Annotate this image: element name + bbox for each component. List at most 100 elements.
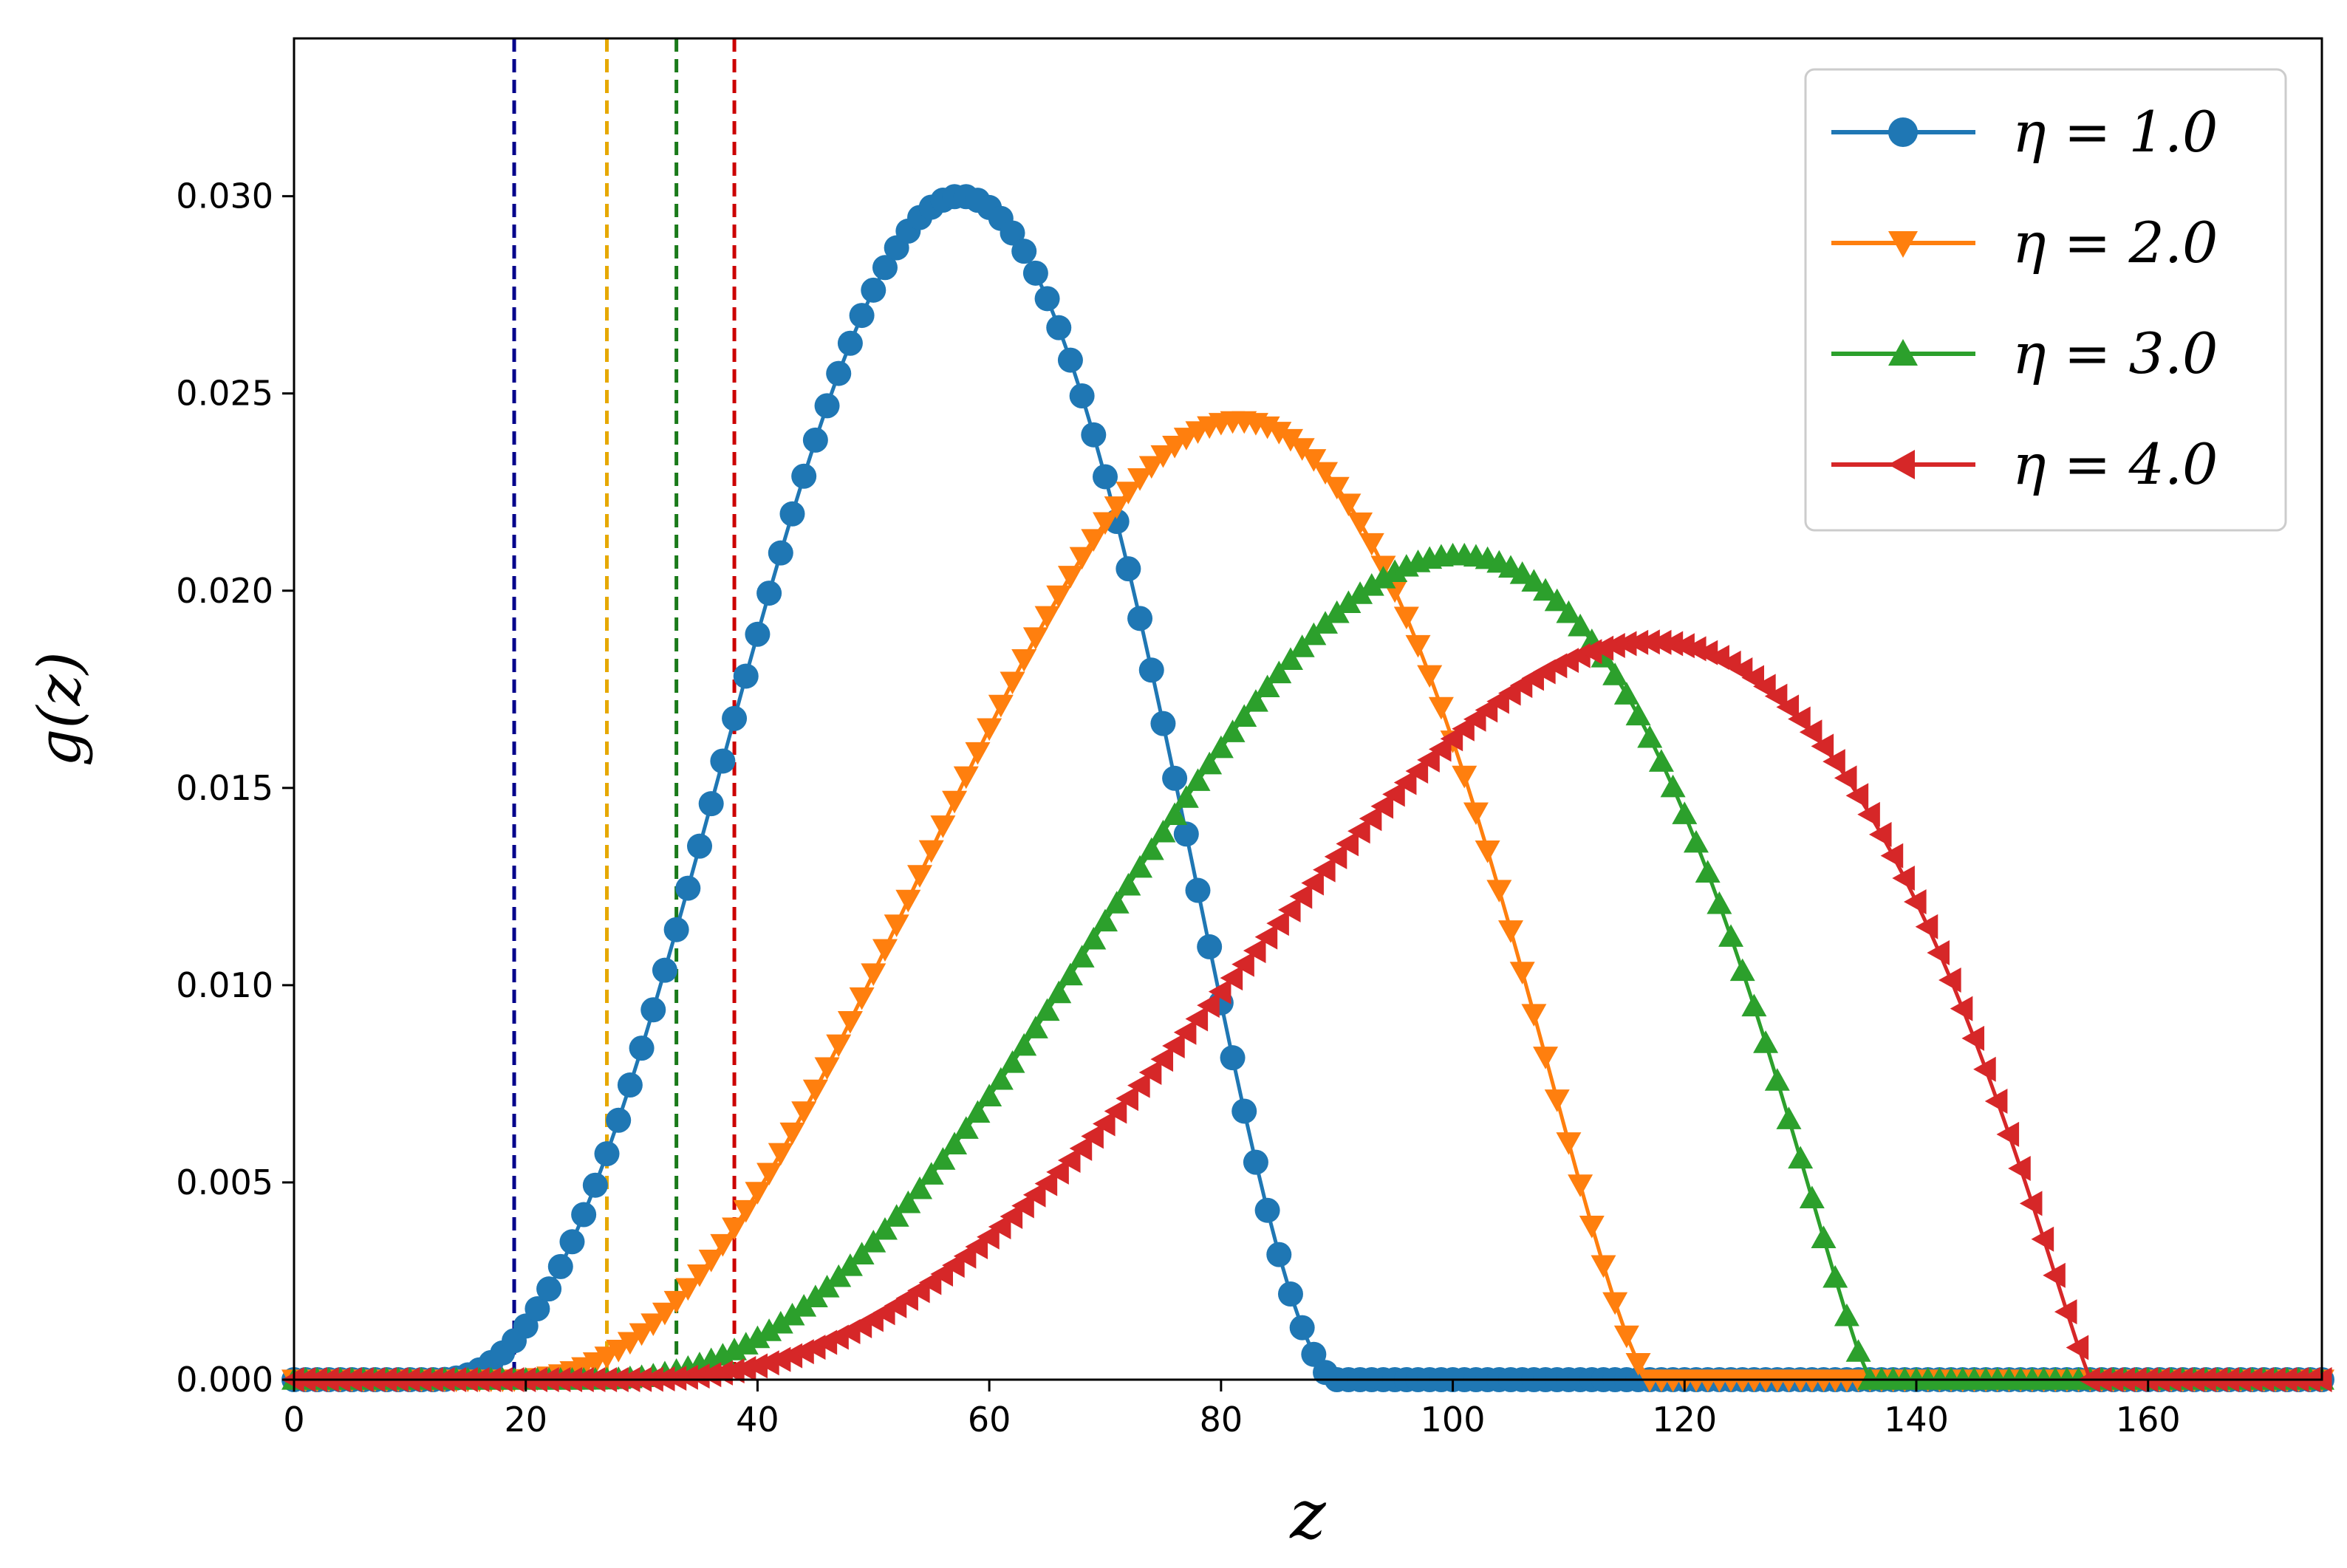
data-point <box>1440 726 1463 752</box>
data-point <box>953 1116 979 1139</box>
data-point <box>1637 725 1663 748</box>
legend-marker <box>1888 231 1918 258</box>
data-point <box>1428 736 1452 762</box>
data-point <box>1266 660 1292 684</box>
data-point <box>1116 872 1141 896</box>
data-point <box>1000 671 1025 695</box>
data-point <box>1220 965 1243 991</box>
data-point <box>1231 1098 1257 1124</box>
series-4 <box>281 629 2332 1392</box>
data-point <box>1648 749 1674 772</box>
data-point <box>1243 689 1268 712</box>
data-point <box>1081 1123 1104 1149</box>
data-point <box>1289 883 1313 909</box>
data-point <box>1915 914 1938 939</box>
data-point <box>1162 436 1188 459</box>
data-point <box>1683 829 1709 853</box>
data-point <box>1034 606 1060 629</box>
data-point <box>571 1202 597 1228</box>
y-tick-label: 0.030 <box>176 177 273 216</box>
data-point <box>1707 891 1732 914</box>
data-point <box>722 705 748 731</box>
data-point <box>1093 908 1118 932</box>
data-point <box>942 1132 968 1155</box>
data-point <box>1336 493 1362 517</box>
data-point <box>1452 716 1475 742</box>
data-point <box>1150 1047 1174 1072</box>
legend-marker <box>1888 117 1918 147</box>
x-tick-label: 140 <box>1884 1400 1949 1439</box>
data-point <box>640 1313 666 1336</box>
data-point <box>1533 1047 1559 1069</box>
data-point <box>1138 657 1164 683</box>
data-point <box>1613 1325 1639 1349</box>
data-point <box>779 1122 805 1146</box>
data-point <box>606 1107 632 1133</box>
data-point <box>745 1353 768 1379</box>
data-point <box>559 1229 585 1255</box>
data-point <box>1811 1225 1837 1249</box>
data-point <box>1150 819 1176 843</box>
plot-frame <box>293 37 2323 1381</box>
data-point <box>1776 1106 1802 1129</box>
legend-marker <box>1888 339 1918 366</box>
data-point <box>1011 239 1037 264</box>
data-point <box>698 1362 722 1388</box>
data-point <box>1104 1098 1127 1124</box>
data-point <box>1417 665 1443 688</box>
data-point <box>1197 993 1220 1018</box>
data-point <box>1301 870 1324 896</box>
data-point <box>1509 561 1535 584</box>
data-point <box>1127 855 1153 878</box>
legend-item: η = 3.0 <box>1831 321 2218 386</box>
data-point <box>791 1101 817 1124</box>
data-point <box>861 277 886 303</box>
data-point <box>1347 818 1370 844</box>
data-point <box>1718 924 1744 947</box>
data-point <box>1093 512 1118 535</box>
data-point <box>1220 719 1246 742</box>
data-point <box>1208 979 1231 1004</box>
data-point <box>1591 645 1616 668</box>
data-point <box>756 581 782 606</box>
data-point <box>1231 704 1257 727</box>
y-tick-label: 0.000 <box>176 1360 273 1400</box>
data-point <box>1996 1121 2020 1147</box>
data-point <box>1266 1242 1292 1267</box>
data-point <box>1011 649 1037 672</box>
legend-item: η = 2.0 <box>1831 210 2218 275</box>
data-point <box>756 1318 782 1341</box>
data-point <box>1208 735 1234 759</box>
data-point <box>1579 1216 1605 1239</box>
data-point <box>1799 719 1822 745</box>
data-point <box>1950 996 1973 1021</box>
data-point <box>849 303 875 329</box>
data-point <box>779 1302 805 1326</box>
data-point <box>1046 315 1072 340</box>
data-point <box>663 917 689 942</box>
x-tick-label: 60 <box>968 1400 1011 1439</box>
data-point <box>791 463 817 489</box>
data-point <box>1764 683 1788 709</box>
data-point <box>1034 1171 1058 1196</box>
data-point <box>1370 793 1394 819</box>
data-point <box>1393 606 1419 630</box>
data-point <box>1753 1030 1779 1053</box>
data-point <box>1127 468 1153 491</box>
legend-label: η = 2.0 <box>2012 210 2218 275</box>
data-point <box>1892 865 1915 891</box>
data-point <box>525 1296 550 1322</box>
data-point <box>640 997 666 1023</box>
legend-item: η = 4.0 <box>1831 431 2218 497</box>
data-point <box>1857 801 1880 827</box>
data-point <box>1417 747 1440 773</box>
x-tick-label: 100 <box>1421 1400 1486 1439</box>
data-point <box>1648 629 1672 655</box>
data-point <box>837 1253 863 1276</box>
data-point <box>1764 1068 1790 1091</box>
data-point <box>1127 606 1153 631</box>
series-layer <box>281 184 2334 1392</box>
y-tick-label: 0.005 <box>176 1163 273 1202</box>
data-point <box>1185 768 1211 791</box>
data-point <box>594 1141 620 1167</box>
